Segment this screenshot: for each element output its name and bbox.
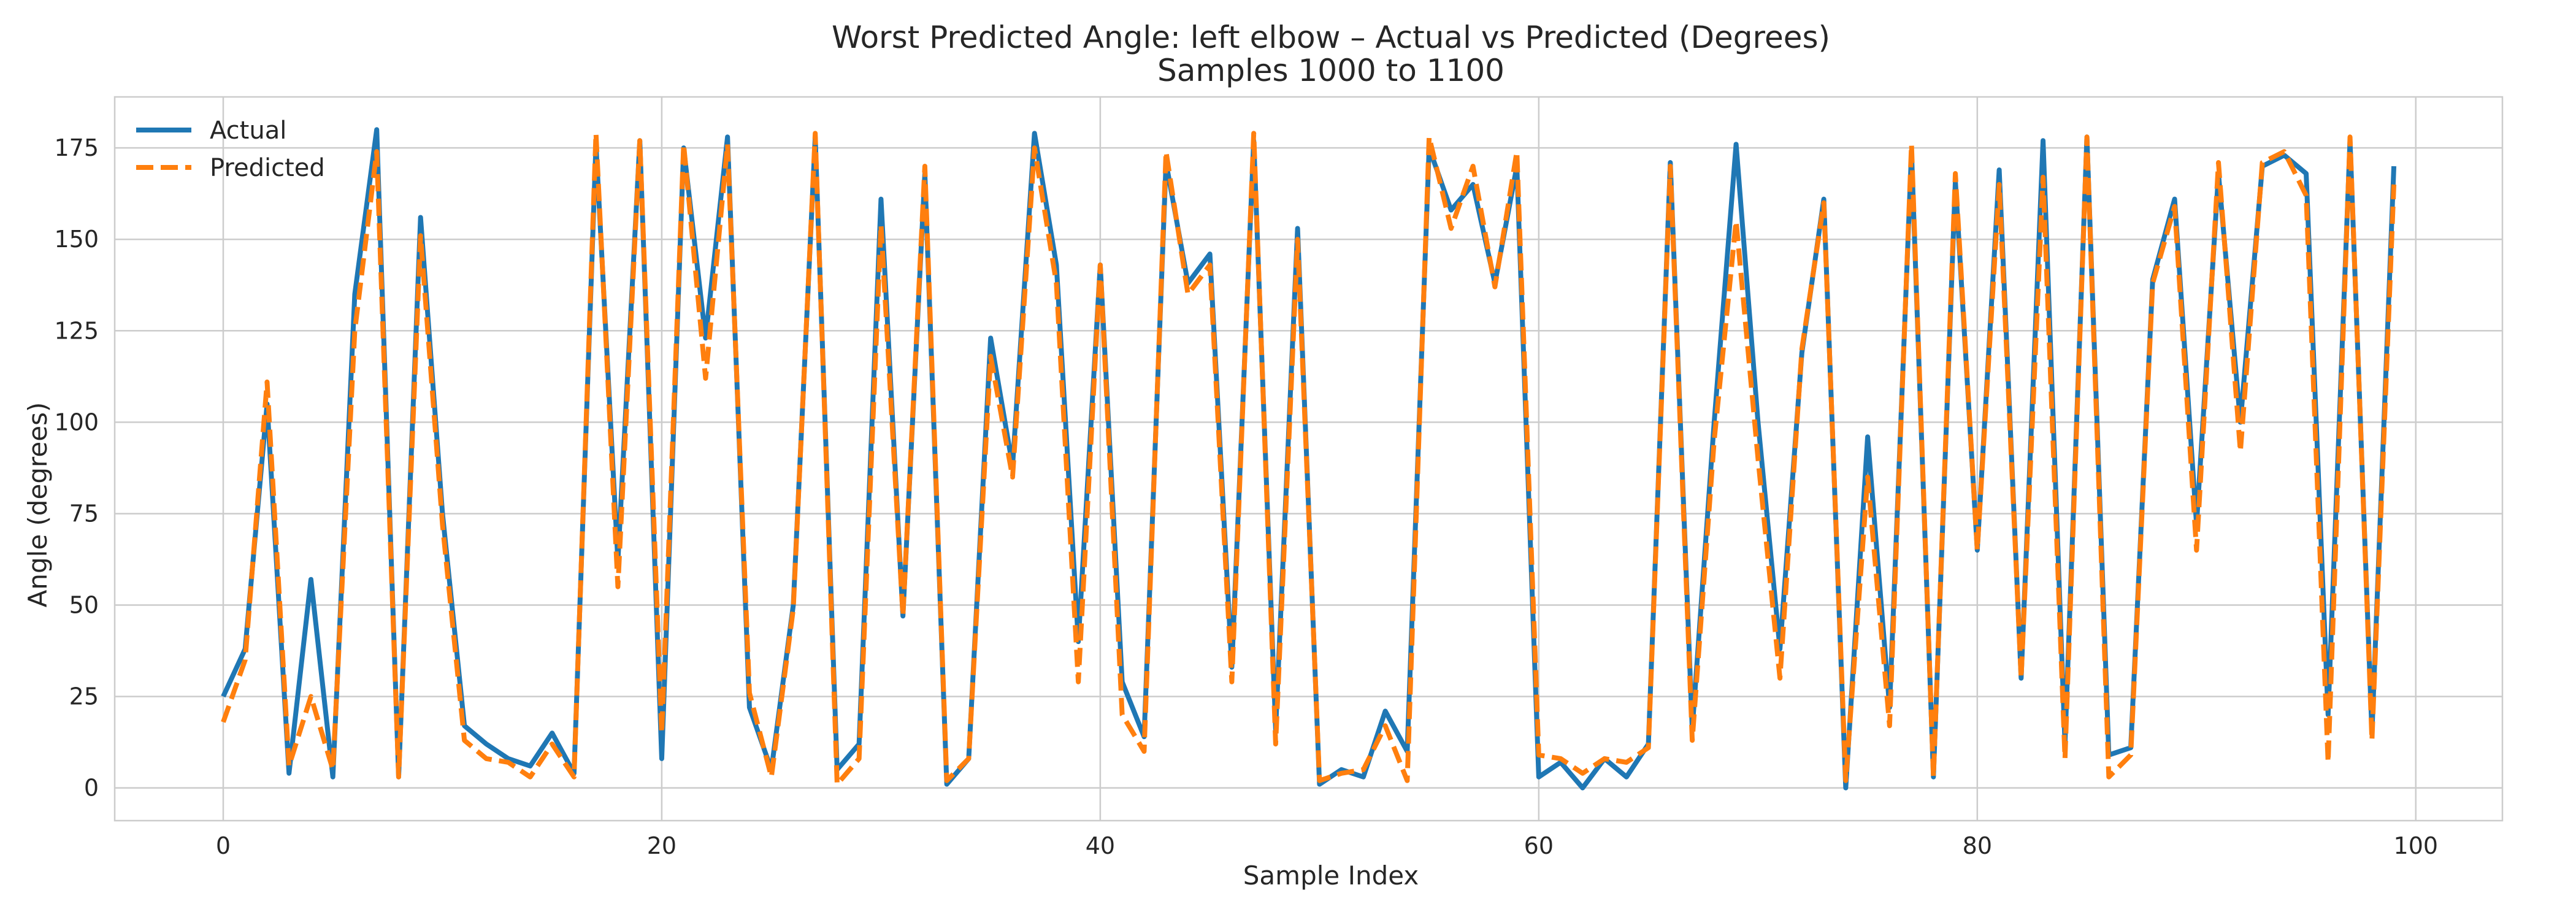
x-tick-label: 20 bbox=[647, 832, 677, 859]
y-tick-label: 25 bbox=[69, 683, 99, 710]
y-axis-label: Angle (degrees) bbox=[23, 402, 53, 608]
x-tick-label: 40 bbox=[1086, 832, 1115, 859]
plot-border bbox=[113, 96, 2504, 822]
legend-label-predicted: Predicted bbox=[210, 154, 325, 182]
y-tick-labels: 0 25 50 75 100 125 150 175 bbox=[54, 134, 99, 801]
y-tick-label: 50 bbox=[69, 592, 99, 619]
chart-subtitle: Samples 1000 to 1100 bbox=[1157, 53, 1505, 88]
x-axis-label: Sample Index bbox=[1243, 861, 1419, 891]
chart-title: Worst Predicted Angle: left elbow – Actu… bbox=[832, 20, 1830, 55]
x-tick-label: 80 bbox=[1963, 832, 1992, 859]
x-tick-labels: 0 20 40 60 80 100 bbox=[216, 832, 2438, 859]
y-tick-label: 125 bbox=[54, 317, 99, 344]
x-tick-label: 100 bbox=[2394, 832, 2439, 859]
grid-lines bbox=[115, 97, 2502, 821]
x-tick-label: 60 bbox=[1524, 832, 1554, 859]
legend: Actual Predicted bbox=[136, 117, 325, 182]
series-line-predicted bbox=[221, 131, 2397, 787]
y-tick-label: 75 bbox=[69, 500, 99, 527]
plot-frame bbox=[113, 96, 2504, 822]
y-tick-label: 150 bbox=[54, 226, 99, 253]
y-tick-label: 175 bbox=[54, 134, 99, 161]
series-layer bbox=[221, 127, 2397, 791]
legend-label-actual: Actual bbox=[210, 117, 286, 145]
x-tick-label: 0 bbox=[216, 832, 231, 859]
y-tick-label: 0 bbox=[84, 775, 99, 802]
y-tick-label: 100 bbox=[54, 408, 99, 435]
